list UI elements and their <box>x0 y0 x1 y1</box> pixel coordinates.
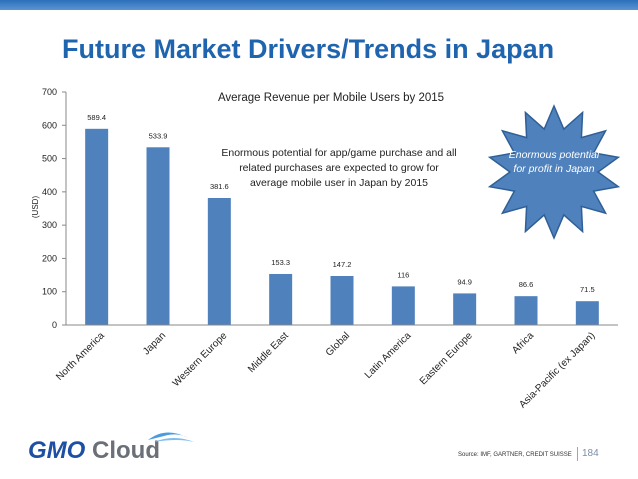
bar-value-label: 153.3 <box>271 258 290 267</box>
svg-text:GMO: GMO <box>28 437 86 464</box>
bar <box>269 273 293 325</box>
annotation-line: Enormous potential for app/game purchase… <box>221 147 456 159</box>
bar-value-label: 147.2 <box>333 260 352 269</box>
y-tick-label: 500 <box>42 154 57 164</box>
x-category-label: Latin America <box>363 330 414 381</box>
bar <box>330 276 354 325</box>
annotation: Enormous potential for app/game purchase… <box>221 147 456 189</box>
bar <box>391 286 415 325</box>
y-tick-label: 0 <box>52 320 57 330</box>
x-category-label: Middle East <box>246 330 291 375</box>
bar <box>453 293 477 325</box>
annotation-line: average mobile user in Japan by 2015 <box>250 177 428 189</box>
starburst-callout <box>487 104 621 240</box>
bar <box>146 147 170 325</box>
source-note: Source: IMF, GARTNER, CREDIT SUISSE <box>458 452 572 458</box>
bar-value-label: 86.6 <box>519 280 534 289</box>
y-tick-label: 600 <box>42 120 57 130</box>
y-tick-label: 700 <box>42 87 57 97</box>
bar-value-label: 71.5 <box>580 285 595 294</box>
bar-value-label: 116 <box>397 270 409 279</box>
chart-title: Average Revenue per Mobile Users by 2015 <box>218 92 444 104</box>
svg-text:Cloud: Cloud <box>92 437 160 464</box>
annotation-line: related purchases are expected to grow f… <box>239 162 439 174</box>
x-category-label: Western Europe <box>171 330 230 389</box>
bar-value-label: 94.9 <box>457 277 472 286</box>
gmo-cloud-logo: GMO Cloud <box>28 432 194 464</box>
bar <box>207 197 231 325</box>
page-separator <box>577 447 578 461</box>
x-category-label: Africa <box>510 330 536 356</box>
y-axis-label: (USD) <box>31 196 40 219</box>
page-number: 184 <box>582 448 599 459</box>
y-tick-label: 300 <box>42 220 57 230</box>
y-tick-label: 400 <box>42 187 57 197</box>
bar-value-label: 381.6 <box>210 182 229 191</box>
top-accent-bar <box>0 0 638 10</box>
callout-text: Enormous potential for profit in Japan <box>508 149 600 175</box>
bar-value-label: 589.4 <box>87 113 106 122</box>
bar <box>514 296 538 325</box>
x-category-label: Eastern Europe <box>418 330 475 387</box>
bar-value-label: 533.9 <box>149 131 168 140</box>
y-tick-label: 200 <box>42 253 57 263</box>
x-category-label: Global <box>324 330 352 358</box>
slide-title: Future Market Drivers/Trends in Japan <box>62 34 555 64</box>
bar <box>85 128 109 325</box>
y-tick-label: 100 <box>42 287 57 297</box>
x-category-label: Japan <box>141 330 168 357</box>
x-category-label: North America <box>54 330 107 383</box>
bar <box>575 301 599 325</box>
